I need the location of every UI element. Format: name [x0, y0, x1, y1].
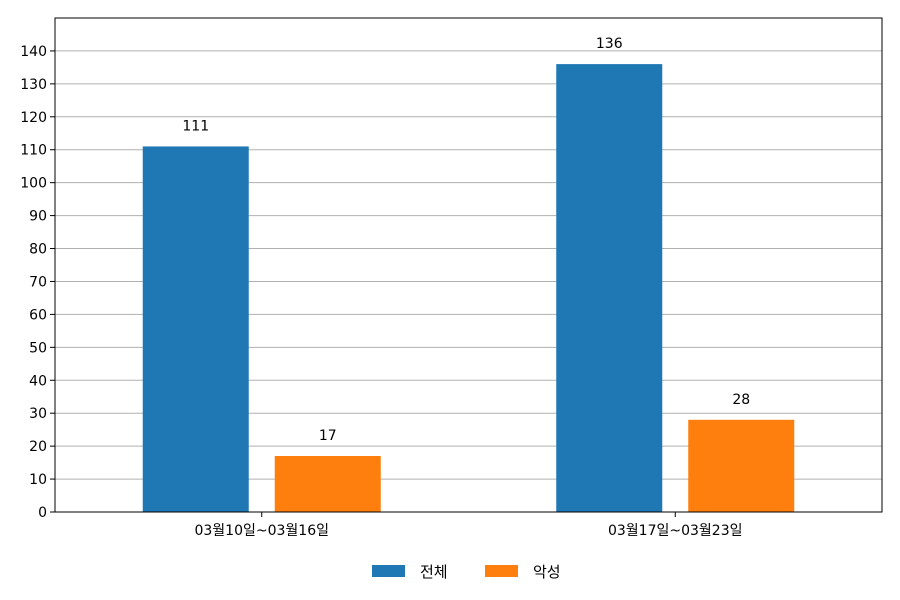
bar-total	[556, 64, 663, 513]
bar-value-label: 17	[319, 428, 337, 444]
bar-value-label: 111	[182, 118, 209, 134]
y-tick-label: 90	[29, 209, 47, 225]
y-tick-label: 80	[29, 242, 47, 258]
y-tick-label: 30	[29, 406, 47, 422]
data-labels: 111 17 136 28	[182, 36, 750, 444]
y-tick-label: 130	[20, 77, 47, 93]
x-axis: 03월10일~03월16일 03월17일~03월23일	[194, 512, 743, 539]
y-tick-label: 120	[20, 110, 47, 126]
y-axis: 0 10 20 30 40 50 60 70 80 90 100 110 120 130 140	[20, 44, 55, 521]
bar-malicious	[688, 419, 795, 512]
x-tick-label: 03월17일~03월23일	[608, 523, 743, 539]
y-tick-label: 110	[20, 143, 47, 159]
plot-area-frame	[54, 17, 883, 513]
y-tick-label: 60	[29, 307, 47, 323]
legend-label: 악성	[533, 563, 561, 581]
bar-total	[142, 146, 249, 512]
y-tick-label: 70	[29, 274, 47, 290]
y-tick-label: 50	[29, 340, 47, 356]
x-tick-label: 03월10일~03월16일	[194, 523, 329, 539]
y-tick-label: 10	[29, 472, 47, 488]
bar-value-label: 28	[732, 392, 750, 408]
y-tick-label: 140	[20, 44, 47, 60]
bars	[142, 64, 795, 513]
legend-label: 전체	[420, 563, 448, 581]
bar-value-label: 136	[596, 36, 623, 52]
y-tick-label: 40	[29, 373, 47, 389]
y-tick-label: 20	[29, 439, 47, 455]
y-tick-label: 0	[38, 505, 47, 521]
legend-swatch	[485, 565, 518, 577]
legend-swatch	[372, 565, 405, 577]
bar-malicious	[274, 456, 381, 512]
y-tick-label: 100	[20, 176, 47, 192]
legend: 전체 악성	[372, 563, 561, 581]
